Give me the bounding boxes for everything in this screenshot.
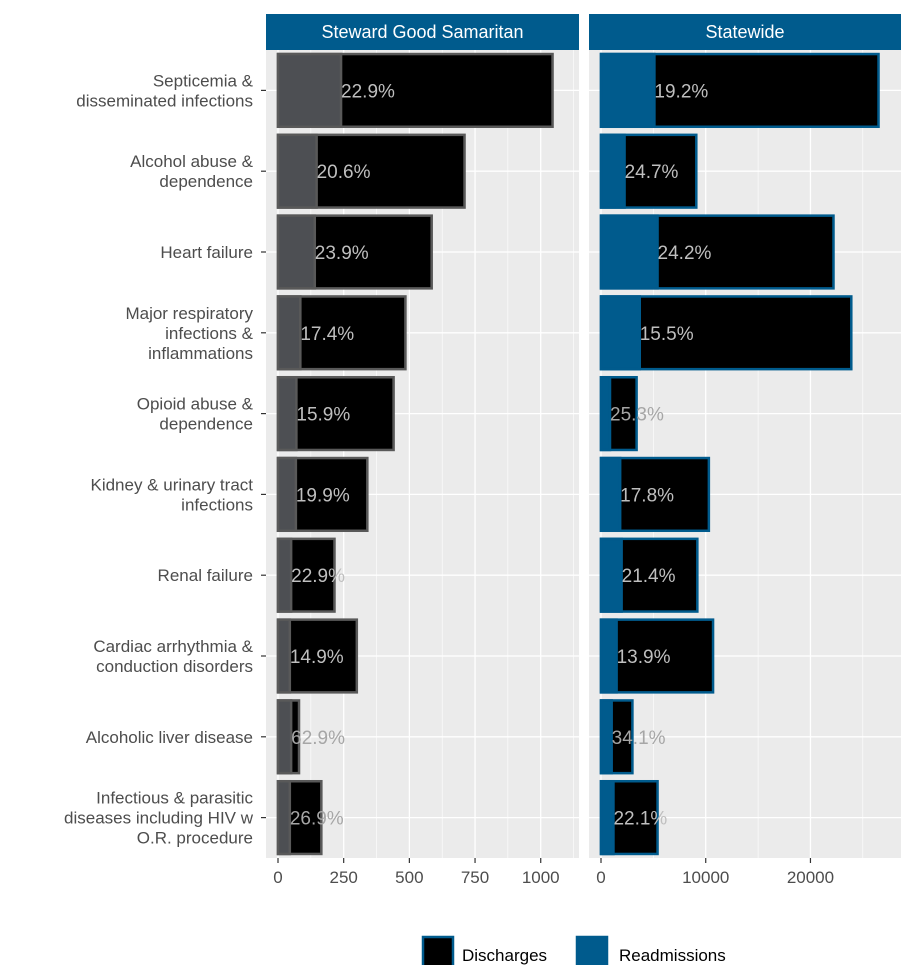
data-label: 14.9% (290, 647, 344, 668)
data-label: 22.1% (613, 809, 667, 830)
panel-strip (266, 14, 579, 50)
legend: Discharges Readmissions (421, 935, 726, 965)
x-tick-label: 10000 (682, 868, 729, 887)
bar-readmissions (599, 537, 623, 613)
bar-readmissions (276, 52, 343, 129)
x-tick-label: 500 (395, 868, 423, 887)
legend-label-discharges: Discharges (462, 946, 547, 965)
x-tick-label: 20000 (787, 868, 834, 887)
panel-title: Steward Good Samaritan (321, 22, 523, 42)
category-label: Renal failure (158, 566, 253, 585)
x-tick-label: 0 (596, 868, 605, 887)
chart-panels: Steward Good Samaritan 22.9% 20.6% 23.9% 17.… (266, 14, 901, 887)
data-label: 26.9% (290, 809, 344, 830)
data-label: 22.9% (341, 81, 395, 102)
bar-discharges (599, 618, 715, 694)
bar-readmissions (599, 456, 622, 533)
bar-discharges (276, 618, 359, 694)
bar-readmissions (276, 618, 292, 694)
category-label: Heart failure (160, 243, 253, 262)
data-label: 62.9% (291, 728, 345, 749)
x-tick-label: 1000 (522, 868, 560, 887)
bar-readmissions (276, 375, 298, 452)
panel-statewide: Statewide 19.2% 24.7% 24.2% 15.5% 25.3% 17.8% 2… (589, 14, 901, 887)
category-label: Infectious & parasitic diseases including… (64, 789, 254, 848)
category-label: Septicemia & disseminated infections (76, 71, 253, 110)
bar-readmissions (599, 375, 612, 452)
bar-readmissions (276, 214, 317, 290)
legend-key-readmissions (575, 935, 609, 965)
data-label: 17.8% (620, 485, 674, 506)
data-label: 22.9% (291, 566, 345, 587)
data-label: 24.7% (625, 162, 679, 183)
data-label: 19.9% (296, 485, 350, 506)
bar-discharges (599, 295, 853, 371)
bar-readmissions (599, 779, 615, 856)
data-label: 21.4% (622, 566, 676, 587)
category-label: Kidney & urinary tract infections (90, 475, 253, 514)
data-label: 20.6% (317, 162, 371, 183)
bar-readmissions (599, 295, 641, 371)
x-tick-label: 250 (329, 868, 357, 887)
data-label: 23.9% (315, 243, 369, 264)
category-label: Alcohol abuse & dependence (130, 152, 254, 191)
bar-readmissions (599, 52, 656, 129)
bar-readmissions (599, 699, 613, 775)
x-tick-label: 750 (461, 868, 489, 887)
category-label: Cardiac arrhythmia & conduction disorders (93, 637, 253, 676)
data-label: 25.3% (610, 405, 664, 426)
panel-strip (589, 14, 901, 50)
bar-readmissions (599, 214, 659, 290)
bar-readmissions (599, 133, 626, 209)
bar-readmissions (599, 618, 618, 694)
data-label: 15.9% (296, 405, 350, 426)
legend-label-readmissions: Readmissions (619, 946, 726, 965)
data-label: 34.1% (612, 728, 666, 749)
panel-title: Statewide (705, 22, 784, 42)
data-label: 17.4% (300, 324, 354, 345)
panel-hospital: Steward Good Samaritan 22.9% 20.6% 23.9% 17.… (266, 14, 579, 887)
bar-readmissions (276, 133, 318, 209)
data-label: 15.5% (640, 324, 694, 345)
bar-readmissions (276, 699, 293, 775)
bar-readmissions (276, 779, 292, 856)
data-label: 19.2% (654, 81, 708, 102)
legend-key-discharges (421, 935, 455, 965)
category-label: Opioid abuse & dependence (137, 395, 254, 434)
category-label: Major respiratory infections & inflammatio… (125, 304, 253, 363)
bar-readmissions (276, 456, 298, 533)
x-tick-label: 0 (273, 868, 282, 887)
category-label: Alcoholic liver disease (86, 728, 253, 747)
bar-readmissions (276, 537, 293, 613)
data-label: 24.2% (658, 243, 712, 264)
data-label: 13.9% (617, 647, 671, 668)
category-axis: Septicemia & disseminated infections Alcoh… (64, 71, 266, 848)
bar-readmissions (276, 295, 302, 371)
